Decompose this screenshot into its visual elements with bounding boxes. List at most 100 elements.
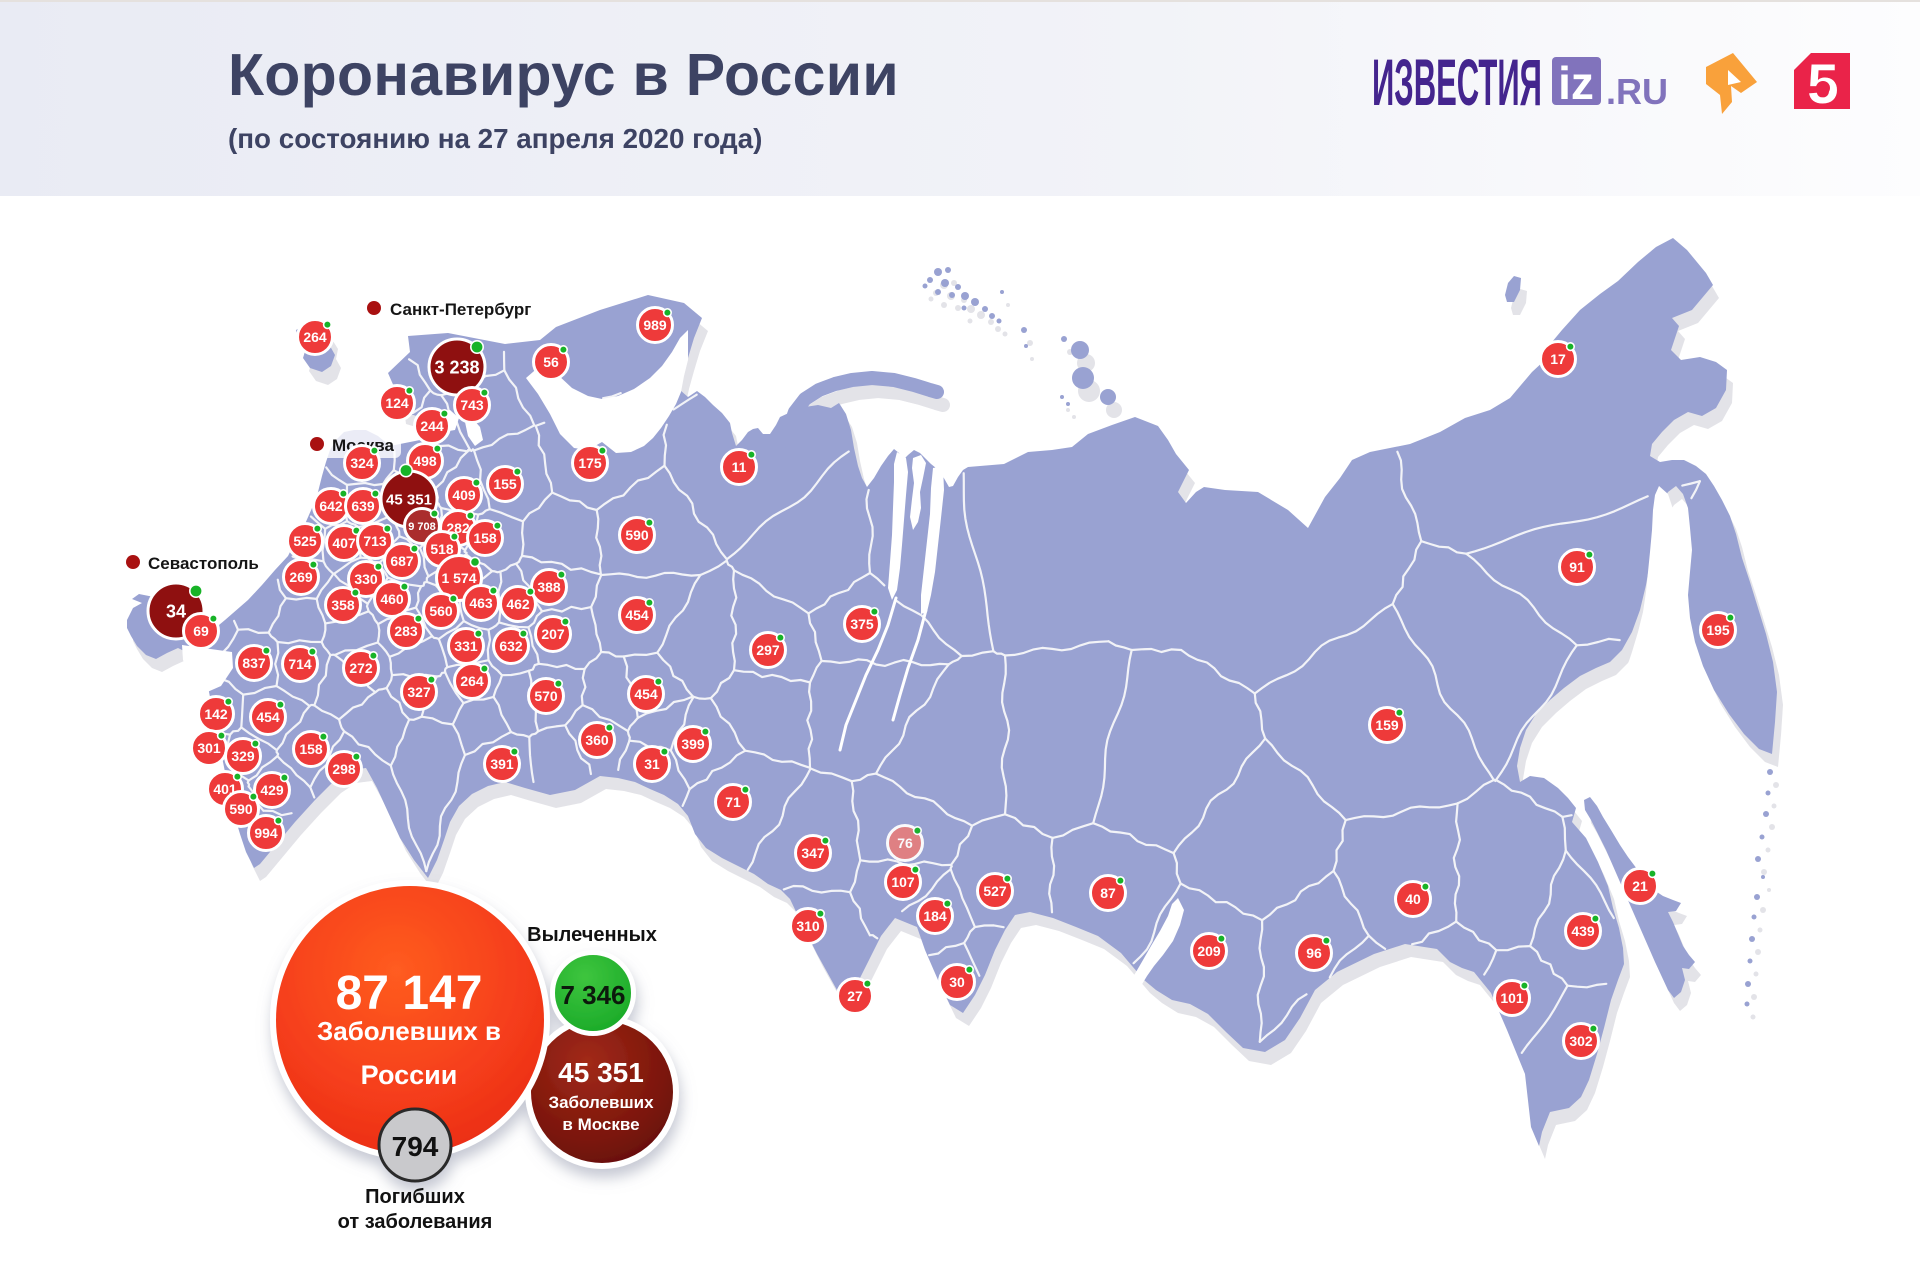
- svg-text:107: 107: [891, 874, 915, 890]
- svg-text:.RU: .RU: [1606, 71, 1668, 112]
- svg-text:31: 31: [644, 756, 660, 772]
- svg-text:994: 994: [254, 825, 278, 841]
- svg-text:302: 302: [1569, 1033, 1593, 1049]
- svg-text:498: 498: [413, 453, 437, 469]
- svg-text:244: 244: [420, 418, 444, 434]
- svg-text:45 351: 45 351: [558, 1057, 644, 1088]
- svg-text:30: 30: [949, 974, 965, 990]
- svg-text:298: 298: [332, 761, 356, 777]
- svg-text:96: 96: [1306, 945, 1322, 961]
- svg-text:264: 264: [303, 329, 327, 345]
- svg-text:21: 21: [1632, 878, 1648, 894]
- svg-text:в Москве: в Москве: [562, 1115, 639, 1134]
- svg-text:518: 518: [430, 541, 454, 557]
- svg-text:209: 209: [1197, 943, 1221, 959]
- svg-text:375: 375: [850, 616, 874, 632]
- svg-text:101: 101: [1500, 990, 1524, 1006]
- svg-text:87 147: 87 147: [336, 967, 483, 1020]
- svg-text:Санкт-Петербург: Санкт-Петербург: [390, 300, 531, 319]
- svg-text:460: 460: [380, 591, 404, 607]
- svg-text:158: 158: [473, 530, 497, 546]
- svg-text:837: 837: [242, 655, 266, 671]
- svg-text:590: 590: [625, 527, 649, 543]
- svg-text:1 574: 1 574: [441, 570, 476, 586]
- svg-text:329: 329: [231, 748, 255, 764]
- svg-text:407: 407: [332, 535, 356, 551]
- svg-text:69: 69: [193, 623, 209, 639]
- svg-text:184: 184: [923, 908, 947, 924]
- svg-text:от заболевания: от заболевания: [338, 1211, 493, 1233]
- svg-text:283: 283: [394, 623, 418, 639]
- svg-text:ИЗВЕСТИЯ: ИЗВЕСТИЯ: [1372, 45, 1542, 119]
- svg-text:207: 207: [541, 626, 565, 642]
- svg-text:439: 439: [1571, 923, 1595, 939]
- svg-text:iz: iz: [1558, 57, 1594, 109]
- svg-text:713: 713: [363, 533, 387, 549]
- svg-text:642: 642: [319, 498, 343, 514]
- svg-text:7 346: 7 346: [560, 980, 625, 1010]
- svg-text:310: 310: [796, 918, 820, 934]
- svg-text:71: 71: [725, 794, 741, 810]
- svg-text:175: 175: [578, 455, 602, 471]
- svg-text:11: 11: [732, 459, 747, 475]
- svg-text:989: 989: [643, 317, 667, 333]
- svg-text:9 708: 9 708: [408, 521, 436, 533]
- svg-text:327: 327: [407, 684, 431, 700]
- svg-text:632: 632: [499, 638, 523, 654]
- svg-text:3 238: 3 238: [434, 358, 479, 378]
- svg-text:525: 525: [293, 533, 317, 549]
- svg-text:463: 463: [469, 595, 493, 611]
- svg-text:301: 301: [197, 740, 221, 756]
- svg-text:195: 195: [1706, 622, 1730, 638]
- svg-text:360: 360: [585, 732, 609, 748]
- svg-text:91: 91: [1569, 559, 1585, 575]
- svg-text:409: 409: [452, 487, 476, 503]
- svg-text:347: 347: [801, 845, 825, 861]
- svg-text:России: России: [361, 1060, 458, 1090]
- svg-text:429: 429: [260, 782, 284, 798]
- svg-text:Заболевших: Заболевших: [548, 1093, 654, 1112]
- svg-text:454: 454: [625, 607, 649, 623]
- svg-text:358: 358: [331, 597, 355, 613]
- svg-text:45 351: 45 351: [386, 491, 432, 508]
- svg-text:330: 330: [354, 571, 378, 587]
- svg-text:34: 34: [166, 602, 186, 622]
- svg-text:743: 743: [460, 397, 484, 413]
- svg-text:Заболевших в: Заболевших в: [317, 1016, 501, 1046]
- svg-text:272: 272: [349, 660, 373, 676]
- svg-text:331: 331: [454, 638, 478, 654]
- svg-text:269: 269: [289, 569, 313, 585]
- svg-text:527: 527: [983, 883, 1007, 899]
- svg-text:27: 27: [847, 988, 863, 1004]
- svg-text:297: 297: [756, 642, 780, 658]
- svg-text:560: 560: [429, 603, 453, 619]
- svg-text:Вылеченных: Вылеченных: [527, 924, 657, 946]
- svg-text:87: 87: [1100, 885, 1116, 901]
- svg-text:590: 590: [229, 801, 253, 817]
- svg-text:324: 324: [350, 455, 374, 471]
- svg-text:Погибших: Погибших: [365, 1186, 465, 1208]
- svg-text:40: 40: [1405, 891, 1421, 907]
- svg-text:399: 399: [681, 736, 705, 752]
- svg-text:159: 159: [1375, 717, 1399, 733]
- svg-text:570: 570: [534, 688, 558, 704]
- svg-text:454: 454: [256, 709, 280, 725]
- svg-text:687: 687: [390, 553, 414, 569]
- svg-text:714: 714: [288, 656, 312, 672]
- svg-text:794: 794: [392, 1131, 439, 1162]
- svg-text:391: 391: [490, 756, 514, 772]
- svg-text:158: 158: [299, 741, 323, 757]
- svg-text:462: 462: [506, 596, 530, 612]
- svg-text:639: 639: [351, 498, 375, 514]
- svg-text:17: 17: [1550, 351, 1566, 367]
- svg-text:76: 76: [897, 835, 913, 851]
- svg-text:56: 56: [543, 354, 559, 370]
- svg-text:155: 155: [493, 476, 517, 492]
- svg-text:142: 142: [204, 706, 228, 722]
- svg-text:454: 454: [634, 686, 658, 702]
- svg-text:Коронавирус в России: Коронавирус в России: [228, 42, 899, 108]
- svg-text:124: 124: [385, 395, 409, 411]
- svg-text:264: 264: [460, 673, 484, 689]
- svg-text:388: 388: [537, 579, 561, 595]
- svg-text:282: 282: [446, 520, 470, 536]
